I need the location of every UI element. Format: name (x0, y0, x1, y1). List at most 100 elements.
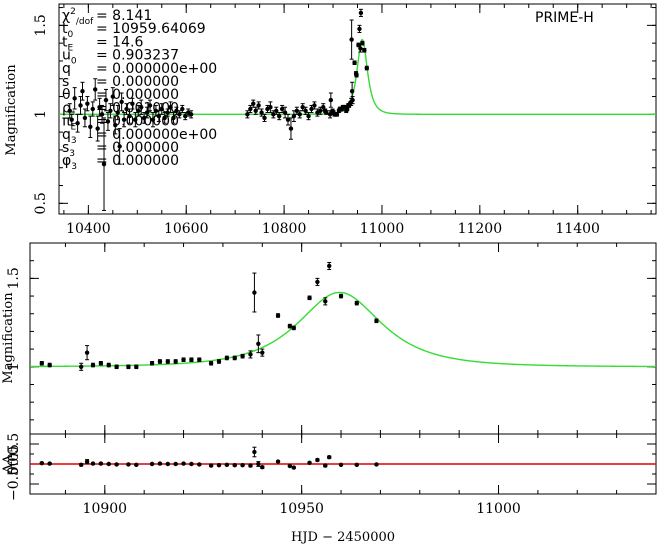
x-axis-title: HJD − 2450000 (291, 530, 395, 545)
y-tick-label: 1 (33, 110, 49, 119)
data-point (75, 121, 80, 126)
x-tick-label: 11000 (476, 501, 521, 517)
data-point (256, 461, 261, 467)
data-point (297, 112, 302, 117)
data-point (216, 463, 222, 468)
y-tick-label: 1 (6, 362, 22, 371)
x-tick-label: 10800 (262, 221, 307, 237)
data-point (188, 112, 194, 117)
data-point (327, 455, 332, 460)
data-point (165, 359, 170, 364)
data-point (78, 462, 84, 467)
data-point (126, 364, 131, 369)
data-point (309, 106, 314, 112)
y-tick-label: 1.5 (33, 14, 49, 36)
data-point (327, 263, 332, 269)
parameter-line: χ2/dof (62, 7, 94, 27)
data-point (67, 108, 72, 113)
parameter-value: = 0.000000e+00 (96, 61, 217, 77)
overview-ylabel: Magnification (4, 64, 19, 156)
overview-panel: 10400 10600 10800 11000 11200 11400 0.5 1 1.5 χ2… (4, 3, 657, 237)
parameter-line: πE (62, 114, 76, 133)
x-tick-label: 10950 (279, 501, 324, 517)
y-tick-label: −0.5 (6, 467, 22, 501)
data-point (153, 108, 159, 113)
data-point (84, 350, 90, 355)
data-point (141, 115, 147, 121)
x-tick-label: 11200 (458, 221, 503, 237)
data-point (171, 115, 176, 121)
data-point (216, 359, 222, 364)
data-point (173, 359, 178, 364)
data-point (374, 462, 379, 467)
data-point (252, 449, 257, 455)
data-point (114, 364, 119, 369)
data-point (291, 113, 297, 119)
data-point (354, 300, 359, 306)
data-point (323, 299, 328, 304)
data-point (149, 361, 155, 366)
data-point (82, 115, 88, 121)
data-point (374, 318, 379, 324)
data-point (127, 113, 132, 119)
data-point (80, 89, 85, 94)
data-point (95, 126, 100, 131)
data-point (134, 364, 139, 369)
data-point (181, 357, 186, 362)
data-point (78, 364, 84, 369)
y-tick-label: 1.5 (6, 267, 22, 289)
data-point (181, 461, 186, 466)
data-point (99, 112, 105, 117)
data-point (114, 462, 119, 467)
data-point (39, 461, 45, 466)
data-point (78, 103, 83, 108)
parameter-value: = 10959.64069 (96, 21, 206, 37)
zoom-panel: 0.5 1 1.5 Magnification (1, 242, 657, 466)
data-point (357, 26, 362, 32)
residual-panel: 10900 10950 11000 −0.50.00.5 ΔA (1, 433, 657, 517)
data-point (173, 461, 178, 467)
data-point (338, 293, 344, 299)
parameter-line: θ (62, 87, 71, 103)
data-point (277, 113, 282, 119)
data-point (98, 461, 104, 466)
data-point (260, 350, 265, 355)
parameter-line: φ3 (62, 153, 77, 172)
data-point (323, 463, 328, 468)
parameter-value: = 14.6 (96, 34, 143, 50)
data-point (307, 460, 312, 465)
data-point (98, 361, 104, 366)
data-point (147, 103, 153, 108)
data-point (362, 48, 367, 53)
data-point (240, 463, 245, 468)
zoom-frame (29, 242, 657, 435)
data-point (328, 97, 334, 103)
parameter-line: q (62, 61, 71, 77)
data-point (197, 462, 202, 467)
residual-ylabel: ΔA (1, 454, 16, 473)
data-point (323, 110, 329, 115)
data-point (183, 113, 188, 119)
data-point (168, 105, 173, 110)
data-point (303, 108, 308, 113)
data-point (253, 108, 258, 113)
data-point (312, 103, 317, 108)
data-point (248, 106, 253, 112)
parameter-value: = 0.000000 (96, 140, 179, 156)
data-point (69, 117, 74, 122)
data-point (134, 462, 139, 467)
data-point (282, 110, 288, 115)
data-point (248, 352, 253, 357)
data-point (345, 106, 350, 112)
data-point (315, 279, 320, 285)
data-point (90, 461, 96, 466)
data-point (174, 108, 179, 113)
parameter-line: ρ* (62, 100, 76, 119)
x-tick-label: 10900 (83, 501, 128, 517)
data-point (334, 112, 340, 117)
data-point (300, 105, 305, 110)
data-point (47, 362, 52, 368)
data-point (150, 117, 156, 122)
data-point (279, 106, 285, 112)
data-point (117, 144, 122, 149)
